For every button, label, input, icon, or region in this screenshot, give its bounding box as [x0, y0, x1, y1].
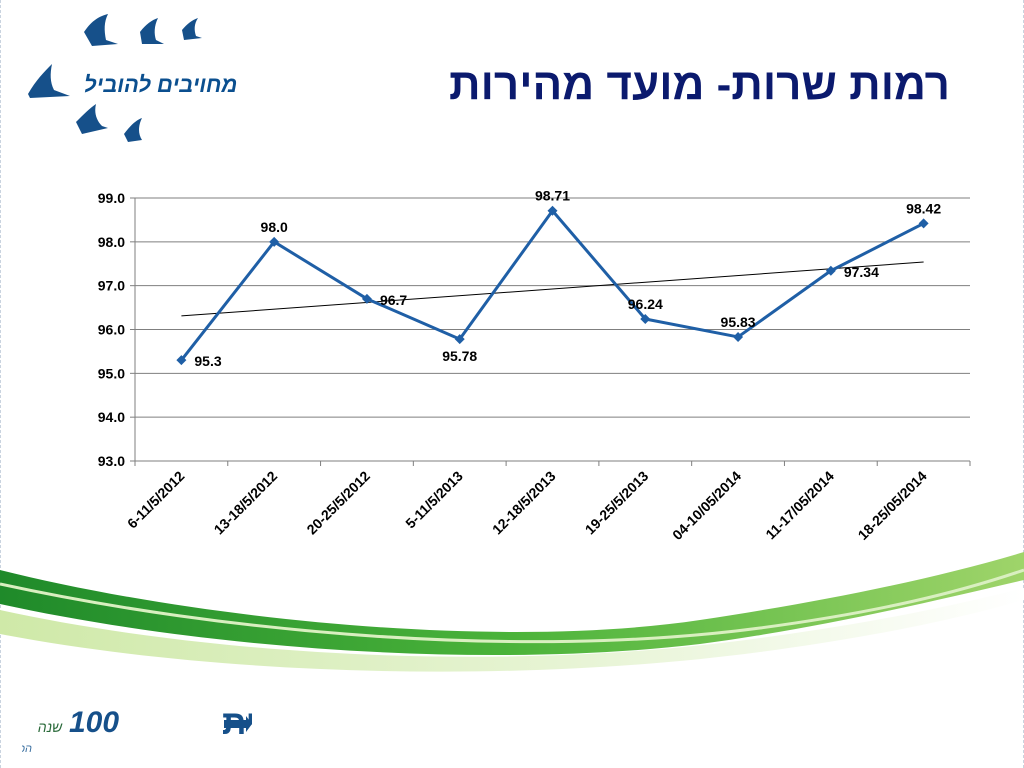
y-tick-label: 98.0 — [98, 234, 125, 250]
data-point — [918, 218, 929, 229]
bird-icon — [28, 64, 70, 98]
trendline — [181, 261, 924, 317]
bird-icon — [124, 118, 142, 142]
x-tick-label: 18-25/05/2014 — [855, 468, 930, 543]
y-tick-label: 99.0 — [98, 190, 125, 206]
bird-icon — [76, 104, 108, 134]
x-tick-label: 19-25/5/2013 — [582, 468, 652, 538]
data-label: 98.0 — [261, 219, 288, 235]
bird-icon — [182, 18, 202, 40]
logo-slogan: מחויבים להוביל — [84, 72, 238, 97]
x-tick-label: 6-11/5/2012 — [124, 468, 188, 532]
x-tick-label: 04-10/05/2014 — [669, 468, 744, 543]
brand-logo: כללית 100 שנה הכי טובה למשפחה — [22, 704, 252, 755]
data-label: 96.24 — [628, 296, 663, 312]
data-point — [176, 355, 187, 366]
data-point — [361, 293, 372, 304]
trendline-path — [181, 261, 924, 317]
x-tick-label: 13-18/5/2012 — [211, 468, 281, 538]
y-tick-label: 96.0 — [98, 322, 125, 338]
x-tick-label: 11-17/05/2014 — [762, 468, 837, 543]
page-title: רמות שרות- מועד מהירות — [448, 60, 950, 109]
y-axis: 93.0 94.0 95.0 96.0 97.0 98.0 99.0 — [98, 190, 136, 469]
x-axis: 6-11/5/2012 13-18/5/2012 20-25/5/2012 5-11/… — [124, 461, 971, 543]
data-point — [454, 334, 465, 345]
series — [176, 205, 929, 366]
brand-name: כללית — [222, 704, 252, 742]
brand-tagline: הכי טובה למשפחה — [22, 742, 32, 755]
data-point — [733, 331, 744, 342]
data-label: 97.34 — [844, 264, 879, 280]
brand-number: 100 — [69, 706, 119, 739]
data-point — [640, 313, 651, 324]
data-point — [547, 205, 558, 216]
grid-lines — [135, 197, 970, 462]
data-labels: 95.3 98.0 96.7 95.78 98.71 96.24 95.83 97.34 98.… — [194, 188, 941, 369]
data-point — [269, 236, 280, 247]
data-label: 95.3 — [194, 353, 221, 369]
x-tick-label: 12-18/5/2013 — [489, 468, 559, 538]
x-tick-label: 20-25/5/2012 — [303, 468, 373, 538]
x-tick-label: 5-11/5/2013 — [402, 468, 466, 532]
y-tick-label: 93.0 — [98, 453, 125, 469]
data-label: 95.78 — [442, 348, 477, 364]
bird-icon — [140, 18, 164, 44]
data-label: 96.7 — [380, 292, 407, 308]
data-label: 98.42 — [906, 200, 941, 216]
data-label: 95.83 — [721, 314, 756, 330]
decorative-swoosh — [0, 552, 1024, 672]
y-tick-label: 97.0 — [98, 278, 125, 294]
data-point — [825, 265, 836, 276]
y-tick-label: 94.0 — [98, 409, 125, 425]
birds-logo — [28, 14, 202, 142]
bird-icon — [84, 14, 118, 46]
data-label: 98.71 — [535, 188, 570, 204]
brand-mark-icon — [224, 716, 252, 732]
brand-word: שנה — [38, 719, 63, 735]
y-tick-label: 95.0 — [98, 365, 125, 381]
